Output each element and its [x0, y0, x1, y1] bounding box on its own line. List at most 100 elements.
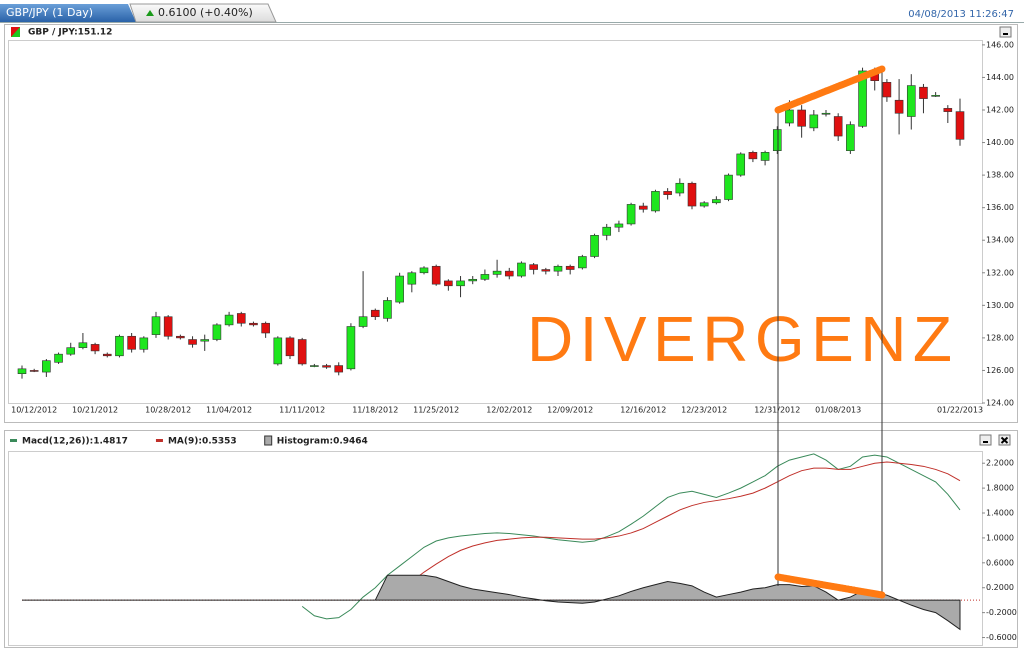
legend-swatch	[155, 439, 163, 442]
divergence-line	[774, 573, 886, 599]
legend-label: Histogram:0.9464	[277, 437, 368, 447]
candle-body	[504, 270, 514, 277]
candle-body	[553, 265, 563, 272]
candle-body	[188, 339, 197, 345]
x-tick-label: 11/11/2012	[279, 406, 325, 415]
y-tick-label: 134.00	[986, 236, 1014, 245]
candle-body	[955, 111, 965, 140]
y-tick-label: 138.00	[986, 171, 1014, 180]
minimize-button[interactable]	[979, 434, 992, 446]
y-tick-label: 0.2000	[986, 583, 1014, 592]
candle-body	[712, 199, 721, 204]
candle-body	[78, 342, 88, 348]
panel-icon-up	[11, 27, 20, 37]
y-tick-label: 1.0000	[986, 533, 1014, 542]
candle-body	[395, 275, 404, 303]
candle-body	[492, 270, 502, 275]
legend-label: MA(9):0.5353	[168, 437, 237, 447]
y-tick-label: 124.00	[986, 399, 1014, 408]
candle-body	[785, 109, 794, 124]
x-tick-label: 12/23/2012	[681, 406, 727, 415]
x-tick-label: 12/09/2012	[547, 406, 593, 415]
candle-body	[358, 316, 368, 327]
histogram-area	[22, 574, 961, 631]
y-tick-label: -0.2000	[986, 608, 1017, 617]
candle-body	[334, 365, 344, 373]
candle-body	[699, 202, 709, 207]
candle-body	[675, 182, 685, 194]
candle-body	[846, 124, 855, 151]
candle-body	[200, 339, 210, 342]
candle-body	[590, 235, 599, 257]
candle-body	[273, 337, 283, 365]
candle-body	[858, 70, 867, 127]
candle-body	[638, 205, 648, 210]
y-tick-label: 146.00	[986, 40, 1014, 49]
candle-body	[310, 365, 319, 367]
candle-body	[346, 326, 356, 370]
legend-swatch	[264, 435, 273, 446]
y-tick-label: 1.4000	[986, 509, 1014, 518]
y-tick-label: 130.00	[986, 301, 1014, 310]
macd-line	[387, 461, 961, 601]
price-change: 0.6100 (+0.40%)	[158, 6, 253, 19]
candle-body	[151, 316, 161, 335]
candle-body	[931, 95, 940, 97]
candle-body	[906, 85, 916, 117]
candle-body	[651, 191, 660, 212]
y-tick-label: 132.00	[986, 268, 1014, 277]
price-title: GBP / JPY:151.12	[28, 28, 112, 38]
candle-body	[833, 116, 843, 137]
candle-body	[456, 280, 465, 287]
close-icon	[1000, 436, 1009, 444]
x-tick-label: 12/02/2012	[486, 406, 532, 415]
candle-body	[176, 335, 185, 339]
y-tick-label: 128.00	[986, 333, 1014, 342]
macd-line	[301, 453, 961, 620]
y-tick-label: 140.00	[986, 138, 1014, 147]
x-tick-label: 01/08/2013	[815, 406, 861, 415]
candle-body	[614, 223, 624, 228]
candle-body	[383, 300, 392, 319]
candle-body	[578, 256, 587, 269]
candle-body	[115, 335, 124, 357]
candle-body	[322, 365, 331, 368]
candle-body	[419, 267, 429, 274]
candle-body	[760, 152, 770, 161]
x-tick-label: 10/12/2012	[11, 406, 57, 415]
candle-body	[224, 314, 234, 326]
candle-body	[54, 353, 63, 363]
up-arrow	[146, 10, 154, 16]
y-tick-label: 0.6000	[986, 558, 1014, 567]
candle-body	[882, 82, 892, 98]
marks: 124.00 126.00 128.00 130.00 132.00 134.00 136.…	[10, 40, 1017, 642]
y-tick-label: 2.2000	[986, 459, 1014, 468]
candle-body	[894, 99, 904, 114]
x-tick-label: 12/31/2012	[754, 406, 800, 415]
candle-body	[724, 174, 733, 200]
macd-plot	[8, 451, 983, 646]
candle-body	[370, 309, 380, 318]
candle-body	[261, 322, 270, 334]
x-tick-label: 10/28/2012	[145, 406, 191, 415]
candle-body	[102, 353, 112, 357]
x-tick-label: 11/25/2012	[413, 406, 459, 415]
minimize-button[interactable]	[999, 26, 1012, 38]
candle-body	[529, 264, 538, 270]
candle-body	[772, 129, 782, 151]
candle-body	[943, 108, 953, 112]
candle-body	[236, 313, 246, 324]
candle-body	[285, 337, 295, 357]
candle-body	[809, 114, 819, 129]
candle-body	[919, 86, 928, 99]
y-tick-label: 136.00	[986, 203, 1014, 212]
divergence-line	[774, 65, 886, 114]
candle-body	[139, 337, 149, 350]
active-tab[interactable]	[0, 4, 136, 22]
tab-title: GBP/JPY (1 Day)	[6, 6, 93, 19]
candle-body	[431, 265, 441, 285]
y-tick-label: 1.8000	[986, 484, 1014, 493]
candle-body	[90, 344, 100, 352]
candle-body	[249, 322, 258, 326]
candle-body	[127, 335, 136, 350]
